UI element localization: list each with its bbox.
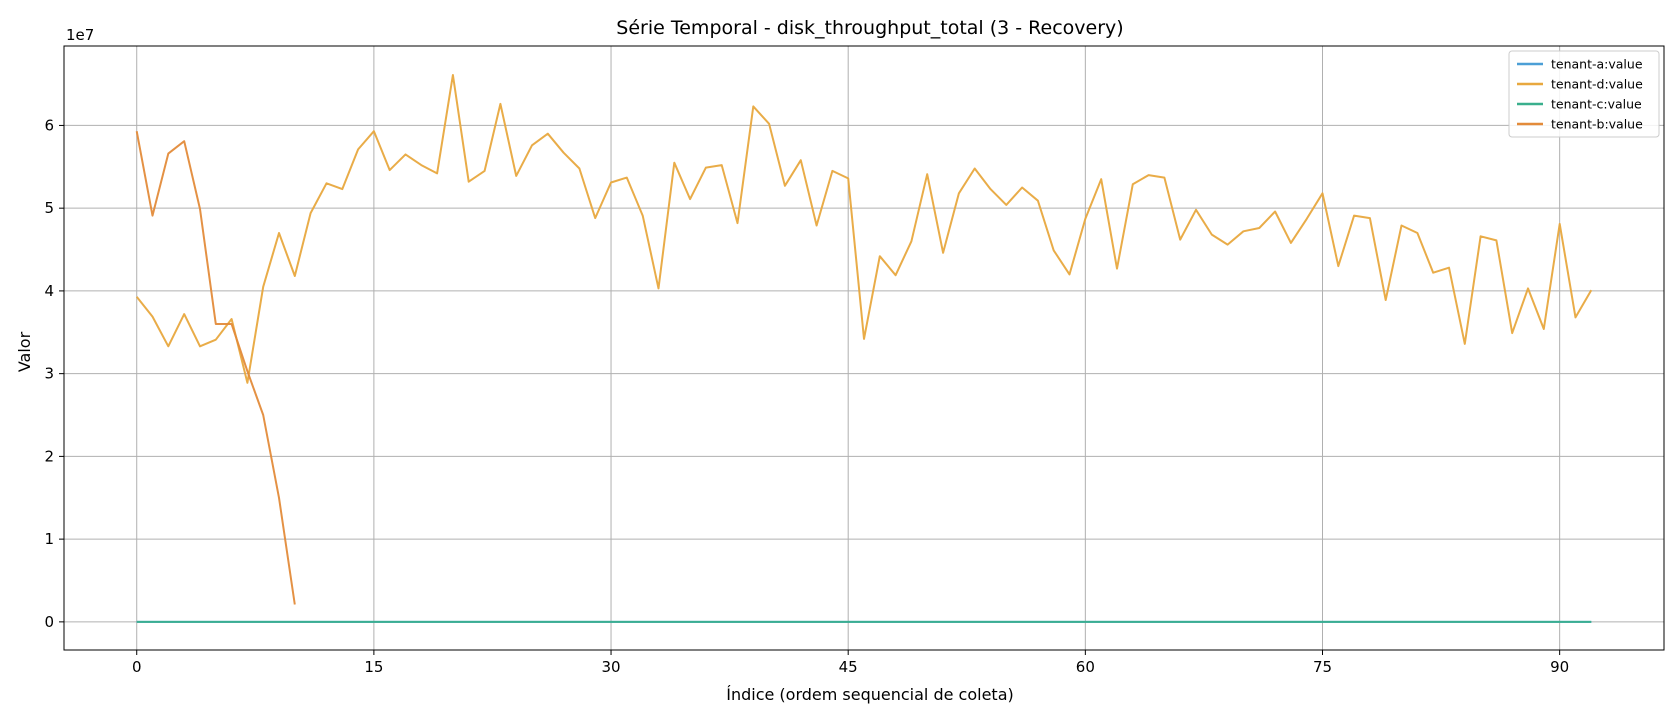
y-axis-multiplier: 1e7 (66, 26, 94, 44)
x-tick-label: 0 (132, 658, 142, 676)
x-tick-label: 75 (1313, 658, 1332, 676)
y-tick-label: 1 (44, 530, 54, 548)
x-tick-label: 15 (364, 658, 383, 676)
x-axis-title: Índice (ordem sequencial de coleta) (726, 685, 1014, 704)
legend-entry: tenant-c:value (1551, 97, 1642, 112)
legend-box (1508, 50, 1660, 138)
x-tick-label: 30 (601, 658, 620, 676)
series-lines (135, 74, 1593, 623)
x-tick-label: 90 (1550, 658, 1569, 676)
y-tick-label: 5 (44, 199, 54, 217)
y-tick-label: 4 (44, 282, 54, 300)
legend: tenant-a:value tenant-d:value tenant-c:val… (1508, 50, 1660, 138)
y-tick-label: 0 (44, 613, 54, 631)
chart-title: Série Temporal - disk_throughput_total (… (616, 17, 1123, 39)
x-tick-label: 60 (1076, 658, 1095, 676)
y-tick-label: 2 (44, 447, 54, 465)
y-axis-title: Valor (15, 331, 34, 372)
y-tick-label: 3 (44, 365, 54, 383)
series-line-tenant-b-value (135, 131, 296, 605)
legend-entry: tenant-d:value (1551, 77, 1643, 92)
series-line-tenant-d-value (135, 74, 1593, 384)
legend-entry: tenant-b:value (1551, 117, 1643, 132)
x-tick-label: 45 (839, 658, 858, 676)
plot-frame (63, 45, 1665, 651)
y-tick-label: 6 (44, 116, 54, 134)
legend-entry: tenant-a:value (1551, 57, 1643, 72)
